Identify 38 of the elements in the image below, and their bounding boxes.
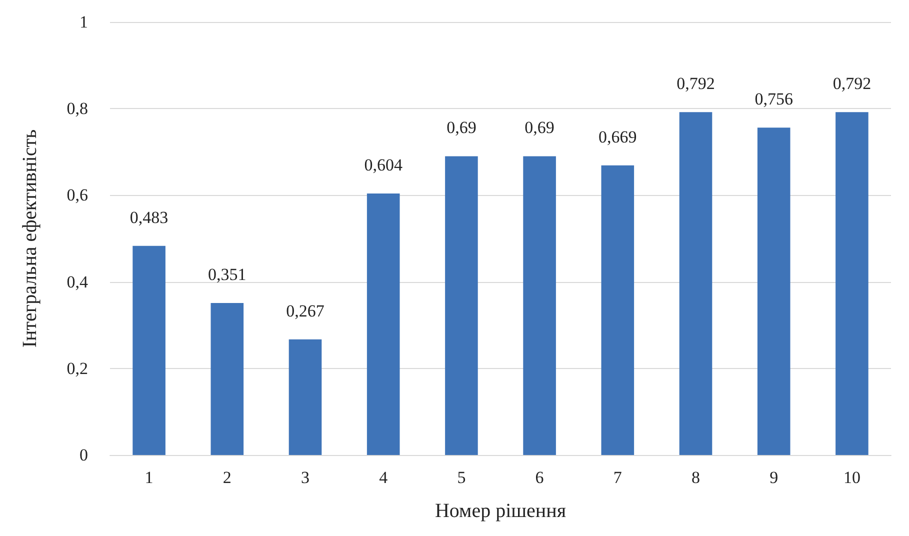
- data-label: 0,792: [832, 74, 872, 94]
- bar: [210, 303, 244, 455]
- y-tick-label: 0: [80, 446, 88, 464]
- data-label: 0,69: [446, 118, 476, 138]
- x-tick-label: 9: [770, 468, 778, 487]
- x-tick-label: 10: [843, 468, 860, 487]
- bar: [288, 339, 322, 455]
- bar: [523, 156, 556, 455]
- x-tick-label: 7: [613, 468, 622, 487]
- x-tick-label: 2: [222, 468, 232, 487]
- data-label: 0,756: [754, 90, 793, 109]
- bar: [445, 156, 478, 455]
- x-axis-title: Номер рішення: [434, 500, 566, 522]
- data-label: 0,351: [208, 265, 246, 284]
- y-tick-label: 0,2: [66, 358, 88, 378]
- data-label: 0,604: [364, 155, 403, 174]
- data-label: 0,69: [524, 118, 554, 138]
- x-tick-label: 6: [535, 468, 544, 487]
- x-tick-label: 4: [379, 468, 388, 487]
- y-tick-label: 0,6: [66, 186, 88, 205]
- bar: [601, 165, 634, 455]
- y-axis-title: Інтегральна ефективність: [19, 129, 41, 348]
- bar: [366, 193, 400, 455]
- y-tick-label: 1: [80, 12, 88, 32]
- bar: [132, 246, 166, 455]
- x-tick-label: 8: [692, 468, 700, 487]
- y-tick-label: 0,4: [66, 272, 88, 292]
- y-tick-label: 0,8: [66, 99, 88, 118]
- x-tick-label: 5: [457, 468, 466, 487]
- bar: [679, 112, 712, 455]
- bar: [836, 112, 868, 455]
- data-label: 0,669: [598, 127, 637, 146]
- data-label: 0,483: [130, 208, 168, 227]
- x-tick-label: 1: [144, 468, 154, 487]
- x-tick-label: 3: [301, 468, 310, 487]
- data-label: 0,792: [676, 74, 715, 94]
- bar: [757, 128, 790, 455]
- data-label: 0,267: [286, 301, 325, 320]
